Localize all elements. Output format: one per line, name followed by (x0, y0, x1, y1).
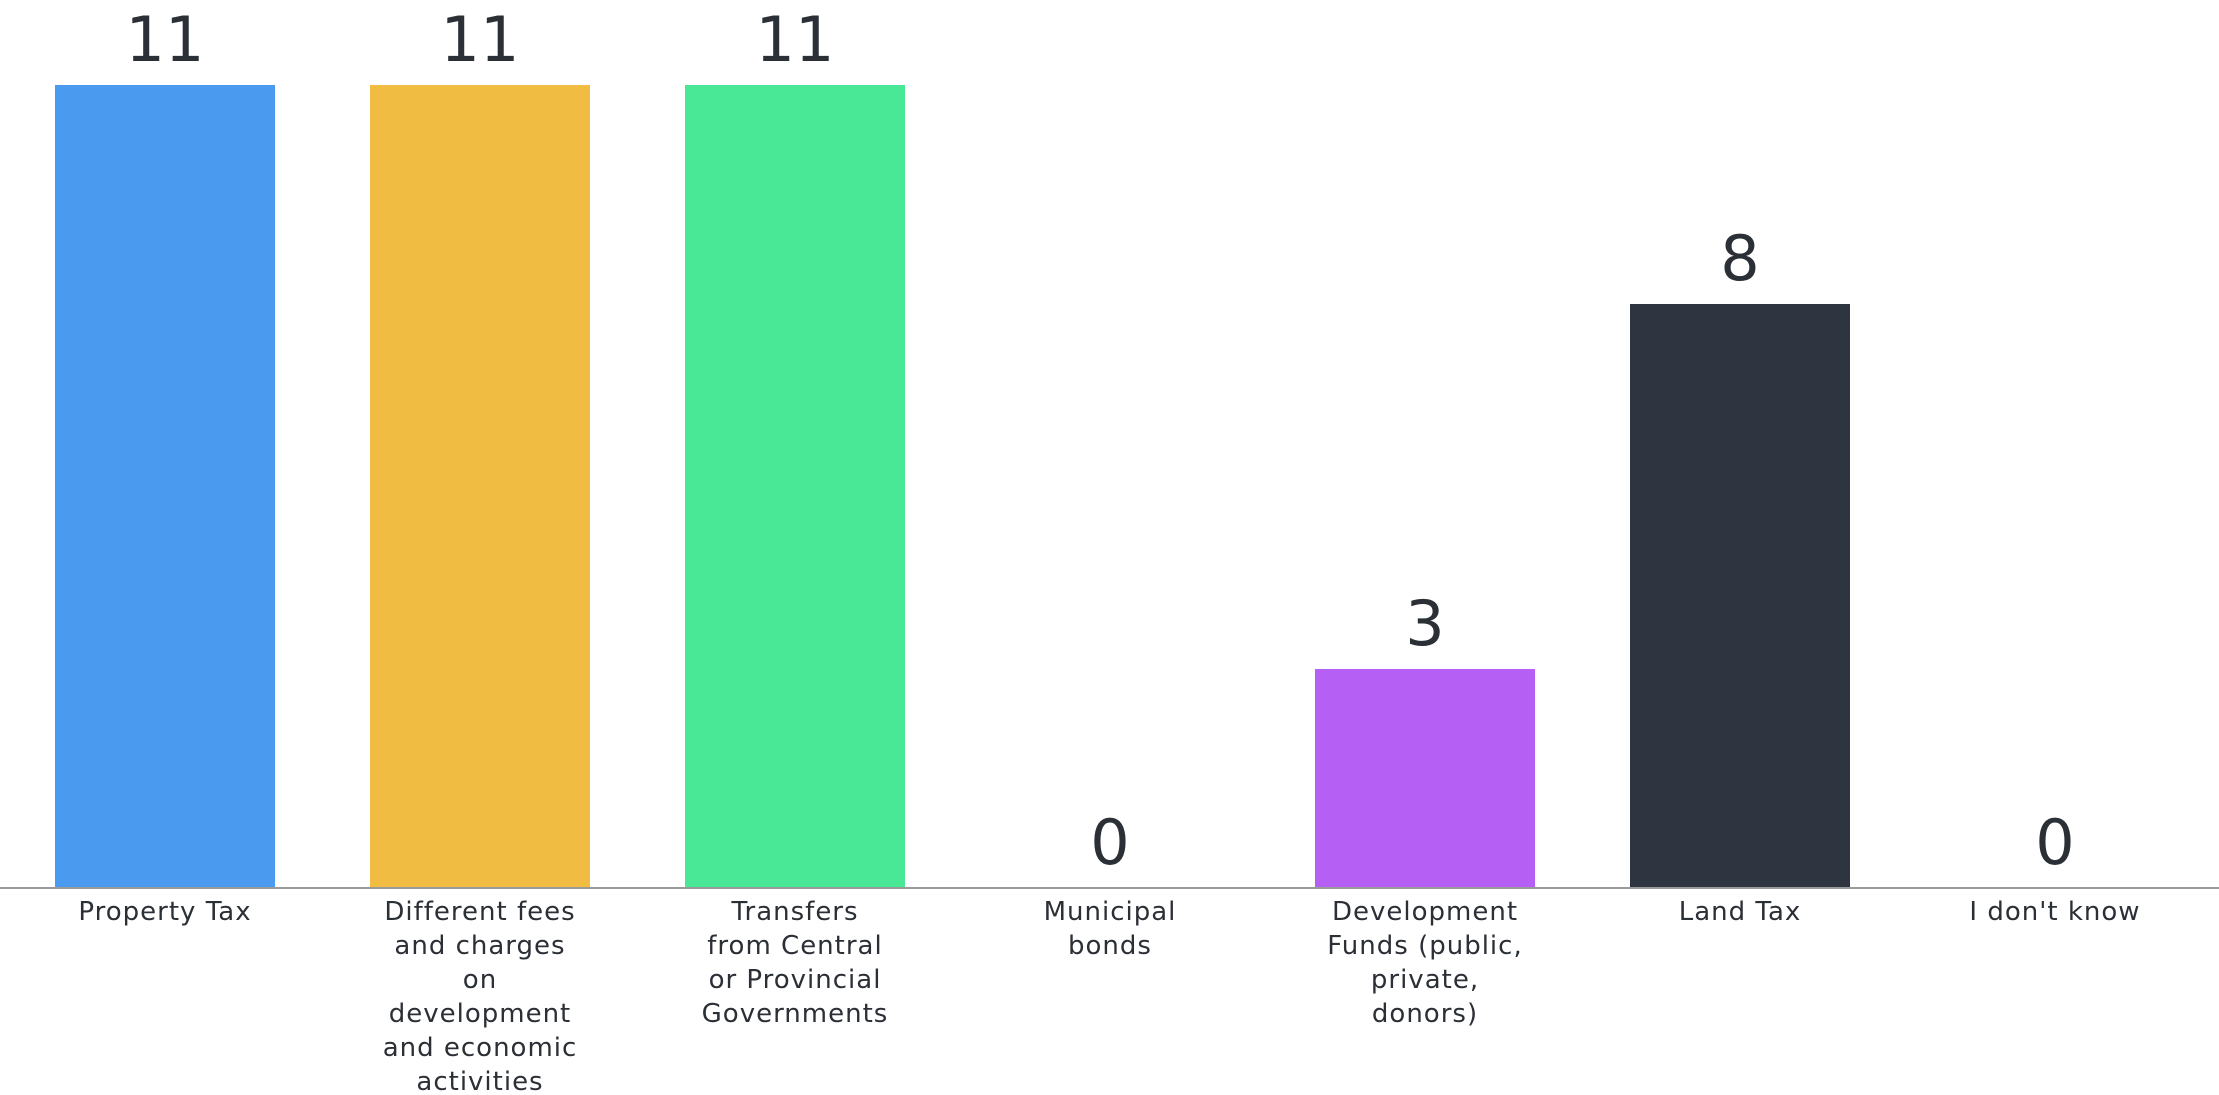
category-label-line: private, (1371, 965, 1479, 995)
bar-4 (1315, 669, 1535, 888)
category-label-line: Funds (public, (1327, 931, 1522, 961)
category-label-line: from Central (707, 931, 882, 961)
category-labels-group: Property Tax Different fees and charges on d… (78, 897, 2140, 1095)
value-label-5: 8 (1720, 222, 1759, 295)
category-label-1: Different fees and charges on development an… (383, 897, 578, 1095)
bar-2 (685, 85, 905, 888)
value-label-1: 11 (441, 3, 520, 76)
category-label-line: and economic (383, 1033, 578, 1063)
category-label-line: Development (1332, 897, 1518, 927)
category-label-line: Property Tax (78, 897, 251, 927)
category-label-line: Municipal (1044, 897, 1177, 927)
category-label-line: I don't know (1969, 897, 2140, 927)
value-label-3: 0 (1090, 806, 1129, 879)
bars-group (55, 85, 1850, 888)
value-label-6: 0 (2035, 806, 2074, 879)
category-label-0: Property Tax (78, 897, 251, 927)
category-label-line: Transfers (730, 897, 858, 927)
category-label-6: I don't know (1969, 897, 2140, 927)
category-label-line: on (463, 965, 497, 995)
category-label-2: Transfers from Central or Provincial Govern… (702, 897, 889, 1029)
category-label-line: Land Tax (1679, 897, 1802, 927)
category-label-5: Land Tax (1679, 897, 1802, 927)
category-label-line: activities (416, 1067, 543, 1095)
category-label-line: bonds (1068, 931, 1152, 961)
value-labels-group: 11 11 11 0 3 8 0 (126, 3, 2075, 879)
bar-5 (1630, 304, 1850, 888)
category-label-line: donors) (1372, 999, 1478, 1029)
category-label-line: development (389, 999, 572, 1029)
value-label-4: 3 (1405, 587, 1444, 660)
bar-0 (55, 85, 275, 888)
bar-1 (370, 85, 590, 888)
category-label-4: Development Funds (public, private, donors) (1327, 897, 1522, 1029)
category-label-line: or Provincial (709, 965, 882, 995)
category-label-line: Governments (702, 999, 889, 1029)
category-label-line: and charges (394, 931, 565, 961)
category-label-3: Municipal bonds (1044, 897, 1177, 961)
value-label-0: 11 (126, 3, 205, 76)
category-label-line: Different fees (384, 897, 575, 927)
value-label-2: 11 (756, 3, 835, 76)
